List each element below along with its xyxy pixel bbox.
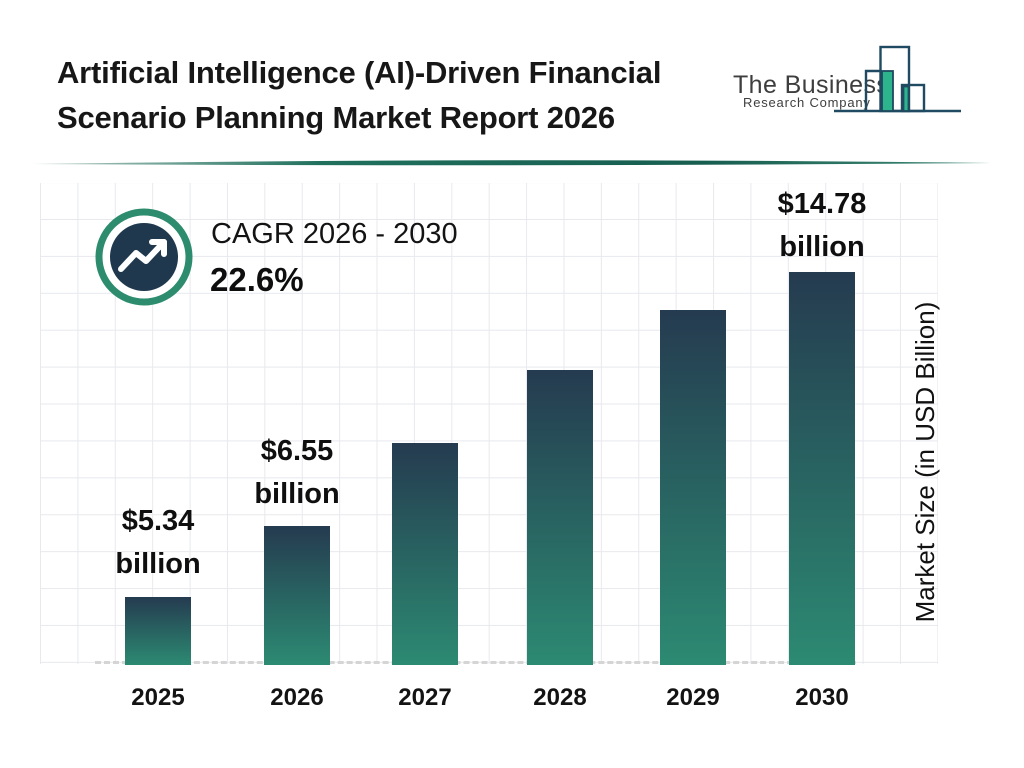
x-label-2027: 2027 bbox=[398, 684, 452, 711]
trending-up-icon bbox=[95, 208, 193, 306]
x-label-2025: 2025 bbox=[131, 684, 185, 711]
cagr-value: 22.6% bbox=[210, 261, 304, 298]
bar-2027 bbox=[392, 443, 458, 665]
logo-name: The Business bbox=[733, 71, 890, 99]
page-title-line2: Scenario Planning Market Report 2026 bbox=[57, 100, 615, 135]
page-title: Artificial Intelligence (AI)-Driven Fina… bbox=[57, 50, 661, 140]
axis-baseline bbox=[95, 661, 856, 664]
x-label-2030: 2030 bbox=[795, 684, 849, 711]
cagr-label: CAGR 2026 - 2030 bbox=[211, 218, 458, 250]
x-label-2029: 2029 bbox=[666, 684, 720, 711]
bar-2028 bbox=[527, 370, 593, 665]
x-label-2026: 2026 bbox=[270, 684, 324, 711]
bar-2029 bbox=[660, 310, 726, 665]
bar-2030 bbox=[789, 272, 855, 665]
value-label-2026: $6.55 billion bbox=[254, 435, 340, 510]
x-label-2028: 2028 bbox=[533, 684, 587, 711]
y-axis-label: Market Size (in USD Billion) bbox=[910, 301, 940, 623]
company-logo: The Business Research Company bbox=[715, 38, 975, 118]
value-label-2030: $14.78 billion bbox=[777, 188, 867, 263]
title-divider bbox=[31, 160, 992, 166]
value-label-2025: $5.34 billion bbox=[115, 505, 201, 580]
logo-tagline: Research Company bbox=[743, 95, 871, 110]
bar-2025 bbox=[125, 597, 191, 665]
bar-chart-skyline-icon bbox=[834, 45, 961, 113]
page-title-line1: Artificial Intelligence (AI)-Driven Fina… bbox=[57, 55, 662, 90]
bar-2026 bbox=[264, 526, 330, 665]
